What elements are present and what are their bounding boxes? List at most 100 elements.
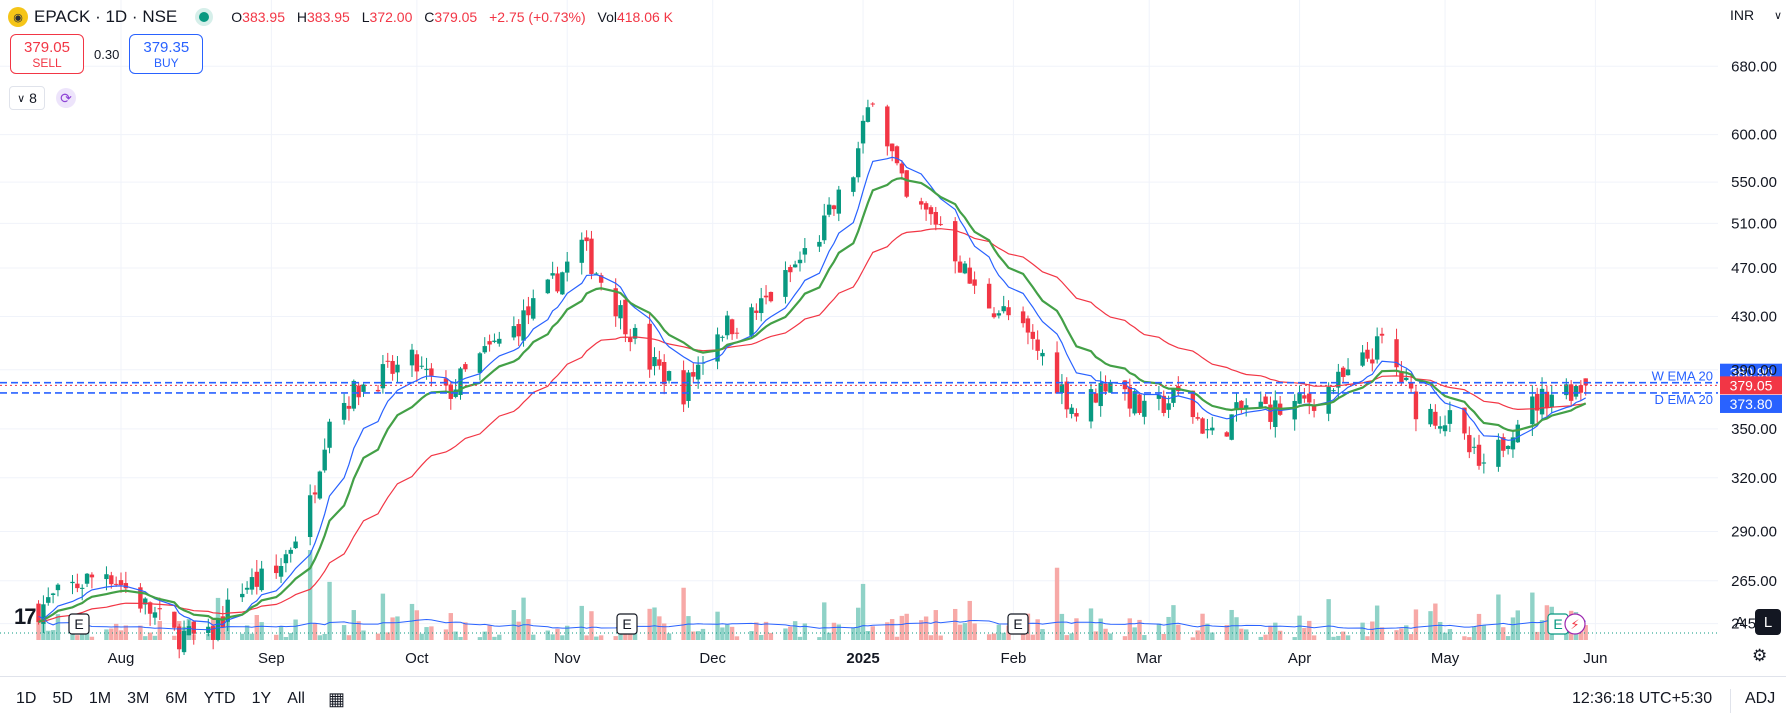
volume-bar bbox=[691, 631, 696, 640]
volume-bar bbox=[312, 623, 318, 640]
candle-body bbox=[511, 326, 517, 338]
calendar-icon[interactable]: ▦ bbox=[328, 689, 346, 709]
volume-bar bbox=[380, 593, 386, 640]
range-ytd[interactable]: YTD bbox=[203, 690, 236, 707]
volume-bar bbox=[458, 636, 463, 640]
indicators-toggle[interactable]: ∨ 8 bbox=[9, 86, 45, 110]
volume-bar bbox=[1200, 613, 1205, 640]
volume-bar bbox=[1365, 636, 1370, 640]
event-markers[interactable]: E E E E ⚡ bbox=[68, 613, 1586, 635]
candle-body bbox=[1006, 307, 1011, 316]
buy-price: 379.35 bbox=[143, 38, 190, 56]
volume-bar bbox=[1059, 613, 1065, 640]
candle-body bbox=[80, 587, 85, 589]
buy-label: BUY bbox=[153, 55, 179, 70]
range-1m[interactable]: 1M bbox=[88, 690, 112, 707]
gear-icon[interactable]: ⚙ bbox=[1752, 646, 1768, 665]
candle-body bbox=[851, 177, 856, 192]
volume-bar bbox=[991, 633, 997, 640]
candle-body bbox=[715, 334, 720, 362]
earnings-label: E bbox=[1553, 616, 1562, 632]
volume-bar bbox=[1413, 609, 1419, 640]
spread-value: 0.30 bbox=[94, 46, 120, 62]
price-axis[interactable]: 245.00265.00290.00320.00350.00390.00430.… bbox=[1731, 58, 1777, 632]
candle-body bbox=[972, 279, 977, 286]
candle-body bbox=[923, 203, 929, 210]
adj-button[interactable]: ADJ bbox=[1745, 690, 1776, 707]
candle-body bbox=[1471, 446, 1477, 448]
range-1y[interactable]: 1Y bbox=[251, 690, 272, 707]
volume-bar bbox=[885, 622, 890, 640]
candle-body bbox=[244, 587, 250, 590]
auto-scale-button[interactable]: A bbox=[1734, 613, 1745, 631]
candle-body bbox=[526, 306, 531, 316]
candle-body bbox=[550, 273, 555, 276]
candle-body bbox=[1535, 393, 1540, 411]
volume-bar bbox=[249, 633, 255, 640]
volume-bar bbox=[1030, 634, 1035, 640]
volume-bar bbox=[1210, 632, 1215, 640]
candle-body bbox=[822, 215, 827, 241]
volume-bar bbox=[894, 636, 900, 640]
range-1d[interactable]: 1D bbox=[16, 690, 37, 707]
candle-body bbox=[1030, 331, 1035, 339]
currency-selector[interactable]: INR ∨ bbox=[1730, 4, 1782, 26]
candle-body bbox=[225, 599, 230, 622]
range-6m[interactable]: 6M bbox=[165, 690, 188, 707]
volume-bar bbox=[700, 628, 706, 640]
candle-body bbox=[181, 631, 187, 653]
volume-bar bbox=[390, 617, 395, 640]
volume-bar bbox=[720, 627, 725, 640]
candle-body bbox=[1394, 339, 1399, 368]
volume-bar bbox=[797, 636, 803, 640]
symbol-title[interactable]: EPACK · 1D · NSE bbox=[34, 7, 178, 26]
time-axis[interactable]: Aug Sep Oct Nov Dec 2025 Feb Mar Apr May Jun bbox=[108, 650, 1608, 667]
candle-body bbox=[618, 305, 623, 319]
candle-body bbox=[1564, 384, 1569, 396]
clock[interactable]: 12:36:18 UTC+5:30 bbox=[1572, 690, 1713, 707]
sync-icon[interactable]: ⟳ bbox=[56, 88, 76, 108]
candle-body bbox=[1345, 369, 1351, 376]
candle-body bbox=[152, 612, 158, 618]
range-3m[interactable]: 3M bbox=[127, 690, 150, 707]
volume-bar bbox=[526, 619, 531, 640]
candle-body bbox=[1132, 391, 1137, 414]
volume-bar bbox=[36, 616, 41, 640]
volume-bar bbox=[443, 629, 449, 640]
volume-bar bbox=[414, 610, 420, 640]
volume-bar bbox=[1341, 631, 1346, 640]
volume-bar bbox=[783, 628, 788, 640]
volume-bar bbox=[1103, 628, 1108, 640]
sell-price: 379.05 bbox=[24, 38, 70, 56]
tradingview-logo[interactable]: 17 bbox=[14, 604, 37, 629]
candle-body bbox=[429, 368, 434, 376]
volume-bar bbox=[1064, 635, 1069, 640]
volume-bar bbox=[788, 626, 793, 640]
candle-body bbox=[1103, 383, 1108, 392]
volume-bar bbox=[259, 622, 264, 640]
volume-bar bbox=[1515, 610, 1520, 640]
lightning-icon bbox=[1564, 613, 1586, 635]
candle-body bbox=[885, 106, 890, 147]
range-all[interactable]: All bbox=[287, 690, 305, 707]
volume-bar bbox=[584, 635, 589, 640]
candle-body bbox=[1190, 390, 1196, 418]
currency-label: INR bbox=[1730, 7, 1755, 23]
price-label: 373.80 bbox=[1730, 396, 1773, 412]
ema-blue-line bbox=[38, 156, 1586, 626]
candle-body bbox=[293, 541, 298, 549]
volume-bar bbox=[657, 616, 662, 640]
range-5d[interactable]: 5D bbox=[52, 690, 73, 707]
sell-button[interactable]: 379.05 SELL bbox=[10, 34, 84, 74]
log-scale-button[interactable]: L bbox=[1755, 609, 1781, 635]
volume-bar bbox=[1462, 636, 1467, 640]
volume-bar bbox=[1583, 625, 1588, 640]
volume-bar bbox=[1374, 605, 1380, 640]
candle-body bbox=[628, 337, 633, 343]
buy-button[interactable]: 379.35 BUY bbox=[129, 34, 204, 74]
candle-body bbox=[1404, 377, 1409, 381]
volume-bar bbox=[288, 633, 293, 640]
candle-body bbox=[395, 364, 400, 373]
volume-bar bbox=[695, 631, 701, 640]
